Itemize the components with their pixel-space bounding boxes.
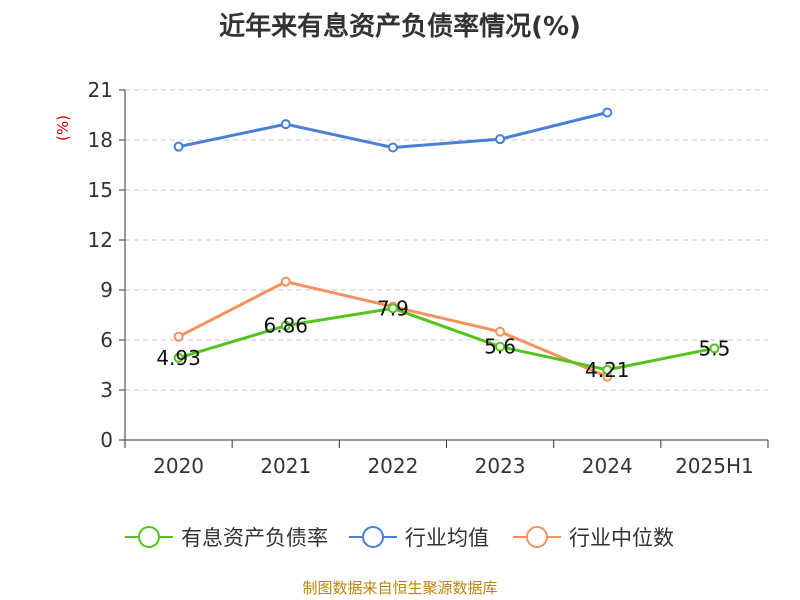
data-label: 7.9 (377, 296, 409, 320)
series-line (178, 111, 608, 149)
y-tick-label: 18 (88, 128, 113, 152)
legend-marker (526, 526, 548, 548)
x-tick-label: 2025H1 (675, 454, 754, 478)
data-point (173, 352, 184, 363)
data-label: 4.93 (156, 346, 201, 370)
legend-label: 行业中位数 (569, 526, 674, 550)
y-tick-label: 12 (88, 228, 113, 252)
series-line (178, 306, 715, 372)
data-labels: 4.93 6.86 7.9 5.6 4.21 5.5 (156, 296, 730, 382)
x-tick-label: 2023 (475, 454, 526, 478)
data-label: 5.6 (484, 335, 516, 359)
legend-label: 有息资产负债率 (181, 526, 328, 550)
y-tick-label: 15 (88, 178, 113, 202)
y-axis-label: (%) (54, 115, 72, 141)
y-tick-label: 21 (88, 78, 113, 102)
data-point (387, 142, 398, 153)
data-point (387, 303, 398, 314)
x-tick-label: 2024 (582, 454, 633, 478)
data-point (280, 119, 291, 130)
data-point (173, 141, 184, 152)
data-label: 6.86 (263, 314, 308, 338)
source-note: 制图数据来自恒生聚源数据库 (302, 579, 498, 597)
legend-marker (362, 526, 384, 548)
data-point (495, 341, 506, 352)
y-tick-label: 0 (100, 428, 113, 452)
y-tick-label: 6 (100, 328, 113, 352)
legend-label: 行业均值 (405, 526, 489, 550)
data-point (709, 343, 720, 354)
data-label: 4.21 (585, 358, 630, 382)
axes: 0 3 6 9 12 15 18 21 2020 2021 2022 2023 2024 2025H1 (%… (54, 78, 769, 478)
data-point (495, 134, 506, 145)
legend-marker (138, 526, 160, 548)
x-tick-label: 2021 (260, 454, 311, 478)
x-tick-label: 2020 (153, 454, 204, 478)
data-point (602, 107, 613, 118)
x-tick-label: 2022 (367, 454, 418, 478)
chart-title: 近年来有息资产负债率情况(%) (219, 12, 581, 42)
grid-lines (125, 89, 768, 391)
y-tick-label: 9 (100, 278, 113, 302)
data-label: 5.5 (699, 336, 731, 360)
series-lines (173, 107, 720, 382)
data-point (280, 276, 291, 287)
data-point (495, 326, 506, 337)
y-tick-label: 3 (100, 378, 113, 402)
data-point (602, 364, 613, 375)
data-point (280, 320, 291, 331)
data-point (173, 331, 184, 342)
legend: 有息资产负债率 行业均值 行业中位数 (125, 526, 674, 550)
